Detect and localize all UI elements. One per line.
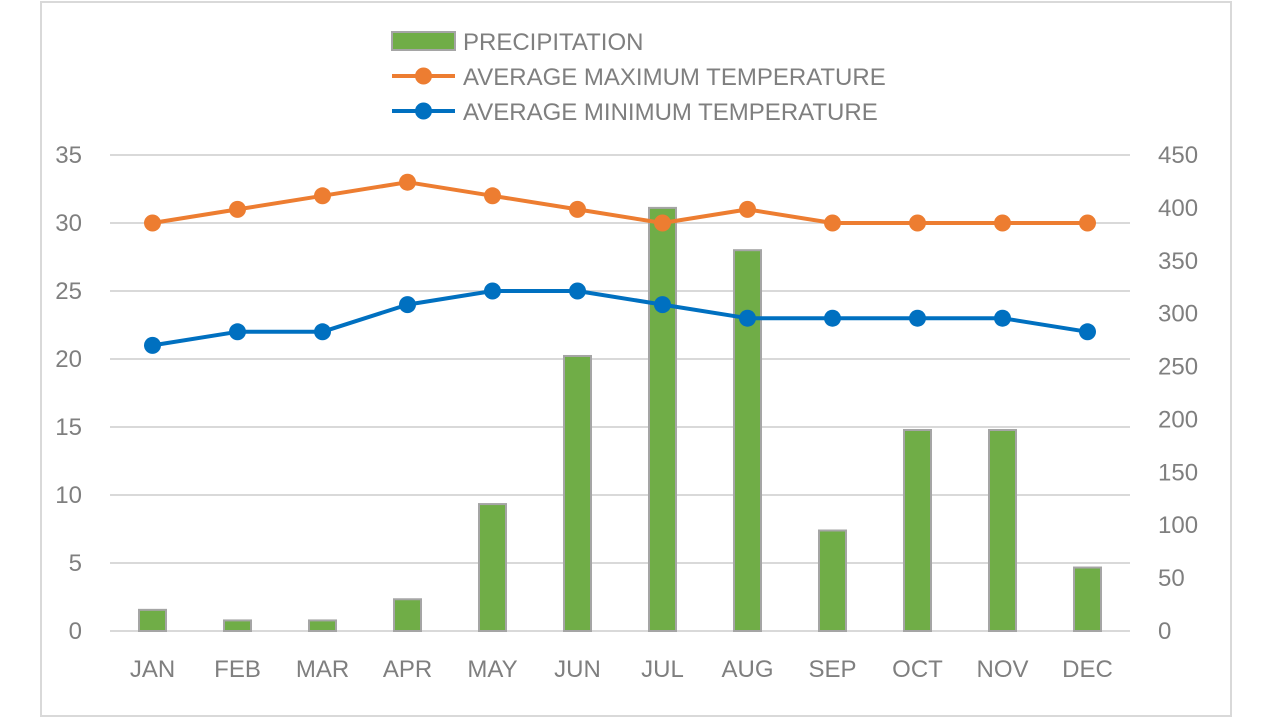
right-tick-label: 0 — [1158, 618, 1171, 645]
x-tick-label: OCT — [892, 656, 943, 683]
temperature-marker — [229, 200, 246, 218]
legend-label: AVERAGE MINIMUM TEMPERATURE — [463, 99, 878, 126]
temperature-marker — [994, 309, 1011, 327]
right-tick-label: 100 — [1158, 512, 1198, 539]
precipitation-bar — [818, 529, 847, 632]
precipitation-bar — [563, 354, 592, 632]
precipitation-bars — [138, 206, 1102, 633]
legend-swatch-marker — [415, 67, 432, 85]
temperature-marker — [484, 187, 501, 205]
left-tick-label: 15 — [55, 414, 82, 441]
left-tick-label: 35 — [55, 142, 82, 169]
temperature-marker — [399, 296, 416, 314]
right-tick-label: 350 — [1158, 248, 1198, 275]
temperature-marker — [399, 173, 416, 191]
left-tick-label: 25 — [55, 278, 82, 305]
precipitation-bar — [138, 608, 167, 632]
temperature-marker — [569, 282, 586, 300]
x-tick-label: MAR — [296, 656, 349, 683]
x-tick-label: JAN — [130, 656, 175, 683]
average-minimum-temperatureline — [152, 289, 1088, 348]
precipitation-bar — [1073, 566, 1102, 632]
temperature-marker — [739, 200, 756, 218]
temperature-marker — [144, 214, 161, 232]
temperature-marker — [909, 309, 926, 327]
left-tick-label: 10 — [55, 482, 82, 509]
temperature-marker — [824, 214, 841, 232]
x-tick-label: MAY — [467, 656, 517, 683]
right-tick-label: 200 — [1158, 406, 1198, 433]
precipitation-bar — [733, 249, 762, 632]
legend-swatch-precipitation — [391, 31, 456, 51]
temperature-marker — [994, 214, 1011, 232]
left-tick-label: 30 — [55, 210, 82, 237]
temperature-marker — [654, 296, 671, 314]
legend-label: AVERAGE MAXIMUM TEMPERATURE — [463, 64, 886, 91]
left-tick-label: 0 — [69, 618, 82, 645]
left-tick-label: 5 — [69, 550, 82, 577]
temperature-marker — [824, 309, 841, 327]
right-axis-ticks: 0 50 100 150 200 250 300 350 400 450 — [1158, 142, 1198, 645]
x-tick-label: APR — [383, 656, 432, 683]
gridlines — [110, 154, 1130, 632]
precipitation-bar — [223, 619, 252, 633]
temperature-marker — [569, 200, 586, 218]
precipitation-bar — [988, 429, 1017, 632]
right-tick-label: 250 — [1158, 354, 1198, 381]
temperature-marker — [484, 282, 501, 300]
x-tick-label: FEB — [214, 656, 261, 683]
x-tick-label: JUL — [641, 656, 684, 683]
x-tick-label: SEP — [808, 656, 856, 683]
precipitation-bar — [648, 206, 677, 632]
x-tick-label: AUG — [721, 656, 773, 683]
legend-swatch-marker — [415, 102, 432, 120]
temperature-marker — [314, 323, 331, 341]
right-tick-label: 150 — [1158, 459, 1198, 486]
temperature-marker — [739, 309, 756, 327]
x-tick-label: DEC — [1062, 656, 1113, 683]
precipitation-bar — [308, 619, 337, 633]
left-tick-label: 20 — [55, 346, 82, 373]
x-axis-ticks: JAN FEB MAR APR MAY JUN JUL AUG SEP OCT NOV DEC — [130, 656, 1113, 683]
temperature-marker — [909, 214, 926, 232]
precipitation-bar — [903, 429, 932, 632]
right-tick-label: 450 — [1158, 142, 1198, 169]
legend-label: PRECIPITATION — [463, 29, 643, 56]
left-axis-ticks: 0 5 10 15 20 25 30 35 — [55, 142, 82, 645]
right-tick-label: 300 — [1158, 301, 1198, 328]
x-tick-label: NOV — [976, 656, 1028, 683]
legend: PRECIPITATION AVERAGE MAXIMUM TEMPERATURE… — [391, 29, 886, 126]
temperature-lines — [144, 173, 1096, 354]
precipitation-bar — [393, 598, 422, 632]
precipitation-bar — [478, 503, 507, 633]
right-tick-label: 400 — [1158, 195, 1198, 222]
temperature-marker — [1079, 214, 1096, 232]
temperature-marker — [654, 214, 671, 232]
temperature-marker — [144, 336, 161, 354]
average-maximum-temperatureline — [152, 180, 1088, 225]
temperature-marker — [314, 187, 331, 205]
temperature-marker — [229, 323, 246, 341]
temperature-marker — [1079, 323, 1096, 341]
right-tick-label: 50 — [1158, 565, 1185, 592]
x-tick-label: JUN — [554, 656, 601, 683]
